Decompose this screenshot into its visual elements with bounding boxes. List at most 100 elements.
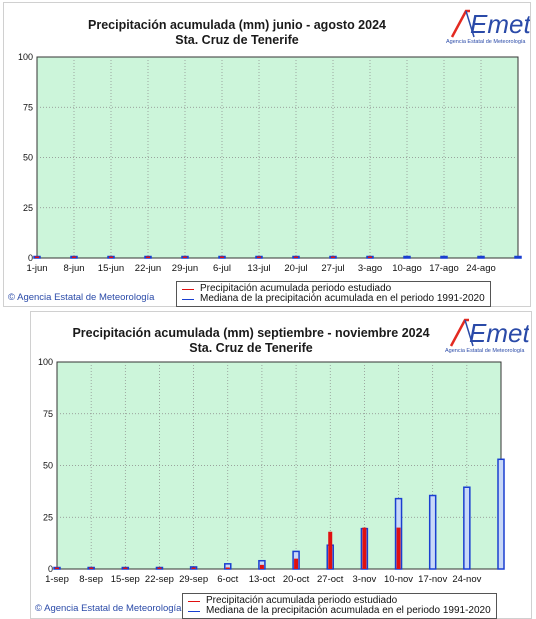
observed-bar bbox=[294, 558, 299, 569]
x-tick-label: 20-jul bbox=[284, 263, 307, 274]
observed-bar bbox=[55, 567, 59, 569]
median-bar bbox=[477, 255, 485, 259]
y-tick-label: 0 bbox=[28, 253, 33, 263]
observed-bar bbox=[220, 256, 224, 258]
observed-bar bbox=[183, 256, 187, 258]
svg-text:Agencia Estatal de Meteorologí: Agencia Estatal de Meteorología bbox=[445, 348, 525, 354]
x-tick-label: 6-oct bbox=[217, 574, 238, 585]
x-tick-label: 22-sep bbox=[145, 574, 174, 585]
observed-bar bbox=[396, 527, 401, 569]
observed-bar bbox=[294, 256, 298, 258]
svg-text:Emet: Emet bbox=[469, 318, 529, 348]
observed-bar bbox=[362, 527, 367, 569]
chart-panel-autumn: Precipitación acumulada (mm) septiembre … bbox=[30, 311, 532, 619]
y-tick-label: 25 bbox=[43, 512, 53, 522]
observed-bar bbox=[328, 531, 333, 569]
credit-text: Agencia Estatal de Meteorología bbox=[44, 603, 182, 614]
legend-item-observed: Precipitación acumulada periodo estudiad… bbox=[188, 596, 491, 606]
x-tick-label: 27-jul bbox=[321, 263, 344, 274]
x-tick-label: 17-ago bbox=[429, 263, 459, 274]
copyright-icon: © bbox=[35, 603, 42, 614]
observed-bar bbox=[72, 256, 76, 258]
x-tick-label: 29-jun bbox=[172, 263, 198, 274]
observed-bar bbox=[225, 567, 230, 569]
aemet-logo-mark: Emet Agencia Estatal de Meteorología bbox=[446, 9, 532, 45]
y-tick-label: 0 bbox=[48, 564, 53, 574]
observed-bar bbox=[191, 567, 196, 569]
chart-title: Precipitación acumulada (mm) septiembre … bbox=[72, 326, 430, 340]
observed-bar bbox=[123, 567, 128, 569]
median-bar bbox=[428, 494, 437, 570]
x-tick-label: 8-jun bbox=[63, 263, 84, 274]
legend-swatch-red bbox=[188, 600, 200, 602]
x-tick-label: 20-oct bbox=[283, 574, 310, 585]
credit-text: Agencia Estatal de Meteorología bbox=[17, 292, 155, 303]
aemet-logo: Emet Agencia Estatal de Meteorología bbox=[443, 314, 531, 354]
legend-swatch-blue bbox=[182, 298, 194, 300]
aemet-logo-mark: Emet Agencia Estatal de Meteorología bbox=[445, 318, 531, 354]
chart-subtitle: Sta. Cruz de Tenerife bbox=[189, 341, 313, 355]
observed-bar bbox=[109, 256, 113, 258]
x-tick-label: 29-sep bbox=[179, 574, 208, 585]
legend-item-observed: Precipitación acumulada periodo estudiad… bbox=[182, 284, 485, 294]
aemet-logo: Emet Agencia Estatal de Meteorología bbox=[444, 5, 532, 45]
x-tick-label: 10-nov bbox=[384, 574, 413, 585]
x-tick-label: 10-ago bbox=[392, 263, 422, 274]
chart-subtitle: Sta. Cruz de Tenerife bbox=[175, 33, 299, 47]
x-tick-label: 3-ago bbox=[358, 263, 382, 274]
y-tick-label: 100 bbox=[38, 357, 53, 367]
svg-text:Emet: Emet bbox=[470, 9, 530, 39]
chart-svg-autumn: 0 25 50 75 100 1-sep 8-sep 15-sep 22-sep 29-sep 6-… bbox=[38, 357, 505, 585]
median-bar bbox=[497, 458, 505, 570]
x-tick-label: 1-jun bbox=[26, 263, 47, 274]
observed-bar bbox=[331, 256, 335, 258]
legend-swatch-red bbox=[182, 288, 194, 290]
median-bar bbox=[403, 255, 411, 259]
legend-swatch-blue bbox=[188, 610, 200, 612]
legend: Precipitación acumulada periodo estudiad… bbox=[176, 281, 491, 307]
x-tick-label: 8-sep bbox=[79, 574, 103, 585]
observed-bar bbox=[146, 256, 150, 258]
median-bar bbox=[463, 486, 471, 570]
median-bar bbox=[514, 255, 522, 259]
legend: Precipitación acumulada periodo estudiad… bbox=[182, 593, 497, 619]
x-tick-label: 13-oct bbox=[249, 574, 276, 585]
x-tick-label: 24-ago bbox=[466, 263, 496, 274]
y-tick-label: 75 bbox=[23, 102, 33, 112]
chart-title: Precipitación acumulada (mm) junio - ago… bbox=[88, 18, 386, 32]
x-tick-label: 17-nov bbox=[418, 574, 447, 585]
y-tick-label: 50 bbox=[43, 461, 53, 471]
legend-label-observed: Precipitación acumulada periodo estudiad… bbox=[200, 283, 392, 294]
x-tick-label: 6-jul bbox=[213, 263, 231, 274]
median-bar bbox=[440, 255, 448, 259]
chart-panel-summer: Precipitación acumulada (mm) junio - ago… bbox=[3, 2, 532, 307]
y-tick-label: 100 bbox=[18, 52, 33, 62]
y-tick-label: 50 bbox=[23, 153, 33, 163]
y-tick-label: 25 bbox=[23, 203, 33, 213]
x-tick-label: 1-sep bbox=[45, 574, 69, 585]
x-tick-label: 15-sep bbox=[111, 574, 140, 585]
observed-bar bbox=[89, 567, 94, 569]
credit: © Agencia Estatal de Meteorología bbox=[35, 603, 181, 614]
legend-label-observed: Precipitación acumulada periodo estudiad… bbox=[206, 595, 398, 606]
legend-label-median: Mediana de la precipitación acumulada en… bbox=[206, 605, 491, 616]
x-tick-label: 22-jun bbox=[135, 263, 161, 274]
x-tick-label: 27-oct bbox=[317, 574, 344, 585]
observed-bar bbox=[368, 256, 372, 258]
observed-bar bbox=[157, 567, 162, 569]
x-tick-label: 13-jul bbox=[247, 263, 270, 274]
observed-bar bbox=[257, 256, 261, 258]
legend-item-median: Mediana de la precipitación acumulada en… bbox=[182, 294, 485, 304]
legend-item-median: Mediana de la precipitación acumulada en… bbox=[188, 606, 491, 616]
svg-text:Agencia Estatal de Meteorologí: Agencia Estatal de Meteorología bbox=[446, 39, 526, 45]
x-tick-label: 15-jun bbox=[98, 263, 124, 274]
y-tick-label: 75 bbox=[43, 409, 53, 419]
observed-bar bbox=[35, 256, 39, 258]
chart-svg-summer: 0 25 50 75 100 1-jun 8-jun 15-jun 22-jun 29-jun 6-… bbox=[18, 52, 522, 274]
x-tick-label: 24-nov bbox=[452, 574, 481, 585]
legend-label-median: Mediana de la precipitación acumulada en… bbox=[200, 293, 485, 304]
copyright-icon: © bbox=[8, 292, 15, 303]
credit: © Agencia Estatal de Meteorología bbox=[8, 292, 154, 303]
x-tick-label: 3-nov bbox=[353, 574, 377, 585]
observed-bar bbox=[259, 564, 264, 569]
